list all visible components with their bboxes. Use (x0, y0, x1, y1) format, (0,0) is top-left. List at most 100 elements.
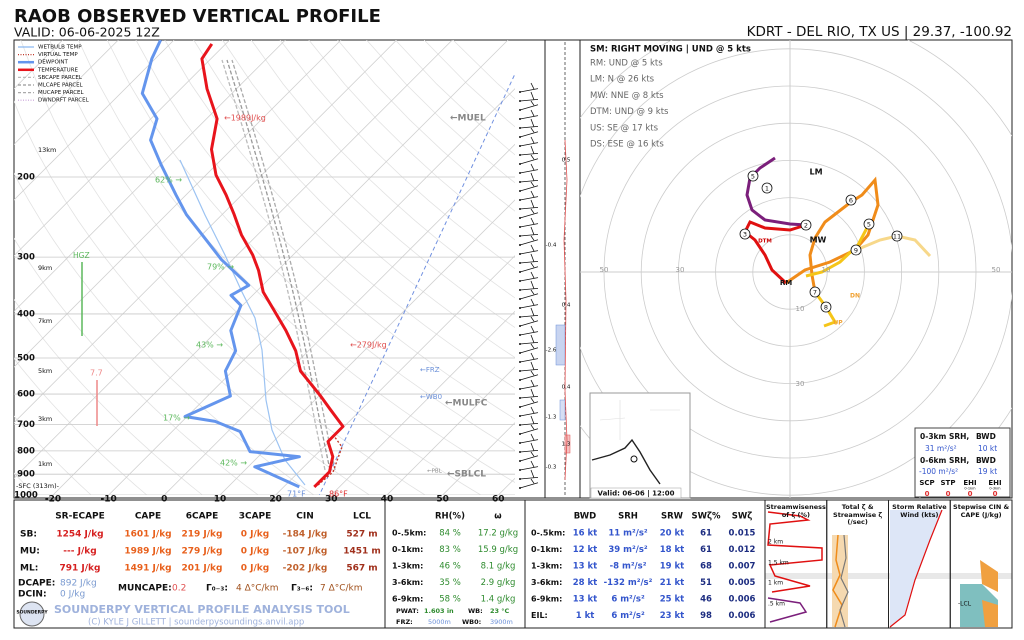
wind-barb (519, 244, 539, 255)
vort-label: -0.4 (546, 243, 557, 249)
wind-barb (519, 100, 539, 111)
parcel-trace (226, 59, 331, 471)
barb-base (519, 433, 521, 435)
dry-adiabat (14, 237, 259, 495)
label: 0.2 (172, 584, 186, 594)
table-cell: 98 (700, 611, 712, 621)
wind-barb (519, 136, 539, 147)
label: 0-1km (964, 487, 976, 491)
wind-barb (519, 352, 539, 363)
annotation: ←MULFC (445, 399, 488, 409)
isotherm (14, 40, 342, 368)
label: 0-3km (989, 487, 1001, 491)
km-label: 5 (867, 221, 871, 229)
table-header: BWD (574, 512, 596, 522)
km-marker (820, 301, 832, 313)
table-cell: 0.015 (729, 529, 756, 539)
wind-barb (519, 289, 539, 300)
height-label: .5 km (768, 601, 785, 608)
table-cell: 61 (700, 545, 712, 555)
table-header: SR-ECAPE (55, 512, 105, 522)
table-cell: 84 % (439, 529, 461, 539)
barb-base (519, 262, 521, 264)
barb-base (519, 289, 521, 291)
table-cell: 219 J/kg (182, 530, 223, 540)
label: 23 °C (490, 607, 510, 615)
annotation: 43% → (196, 341, 223, 350)
label: Γ₃₋₆: (291, 584, 313, 594)
table-cell: 1254 J/kg (56, 530, 103, 540)
barb-base (519, 109, 521, 111)
hodo-trace (785, 176, 880, 293)
table-header: LCL (353, 512, 371, 522)
vort-band (564, 434, 571, 454)
wind-barb (519, 298, 539, 309)
ring-label: 30 (796, 380, 805, 388)
km-label: 9 (854, 247, 858, 255)
km-marker (845, 194, 857, 206)
table-cell: 1 kt (576, 611, 595, 621)
table-cell: 1601 J/kg (124, 530, 171, 540)
label: 1.603 in (424, 607, 454, 615)
hodograph (580, 40, 1012, 498)
barb-base (519, 352, 521, 354)
label: 0 (993, 490, 998, 498)
barb-base (519, 298, 521, 300)
dry-adiabat (423, 40, 515, 128)
annotation: 62% → (155, 176, 182, 185)
barb-base (519, 451, 521, 453)
map-label-bg (590, 487, 682, 499)
x-tick-label: 50 (436, 495, 449, 505)
wind-barb (519, 190, 539, 201)
y-tick-label: 600 (17, 390, 35, 400)
legend-entry: DEWPOINT (38, 60, 69, 66)
dry-adiabat (14, 415, 92, 495)
wind-barb (519, 424, 539, 435)
motion: US: SE @ 17 kts (590, 123, 659, 133)
decoration (839, 534, 849, 628)
annotation: ←MUEL (450, 114, 486, 124)
decoration (767, 597, 808, 623)
table-cell: -107 J/kg (283, 547, 328, 557)
annotation: 17% → (163, 414, 190, 423)
km-marker (850, 244, 862, 256)
vort-label: 1.3 (562, 442, 571, 448)
wind-barb (519, 469, 539, 480)
table-cell: 8.1 g/kg (481, 562, 516, 572)
ring-label: 10 (822, 266, 831, 274)
dry-adiabat (14, 299, 203, 495)
ring-label: 10 (796, 305, 805, 313)
wind-barb (519, 307, 539, 318)
table-cell: 0 J/kg (241, 564, 269, 574)
wind-barb (519, 154, 539, 165)
label: 4 Δ°C/km (236, 584, 279, 594)
barb-base (519, 487, 521, 489)
table-header: 6CAPE (186, 512, 219, 522)
y-tick-label: 900 (17, 470, 35, 480)
km-label: 6 (849, 197, 853, 205)
wind-barb (519, 235, 539, 246)
wind-barb (519, 415, 539, 426)
wind-barb (519, 361, 539, 372)
hodo-point: UP (833, 320, 843, 327)
table-cell: 18 kt (660, 545, 685, 555)
barb-base (519, 226, 521, 228)
table-cell: 0 J/kg (241, 547, 269, 557)
label: 892 J/kg (60, 579, 97, 589)
vort-label: -0.3 (546, 465, 557, 471)
barb-base (519, 208, 521, 210)
label: -100 m²/s² (919, 467, 958, 476)
km-label: 5 (751, 173, 755, 181)
km-label: 8 (824, 304, 828, 312)
table-cell: 0.006 (729, 595, 756, 605)
barb-base (519, 271, 521, 273)
dry-adiabat (20, 40, 426, 495)
virtual-temp-trace (317, 435, 343, 486)
barb-base (519, 343, 521, 345)
table-cell: 11 m²/s² (608, 529, 648, 539)
hodo-point: RM (780, 279, 792, 287)
valid-time: VALID: 06-06-2025 12Z (14, 25, 160, 40)
table-header: SRH (618, 512, 638, 522)
label: STP (941, 479, 956, 487)
